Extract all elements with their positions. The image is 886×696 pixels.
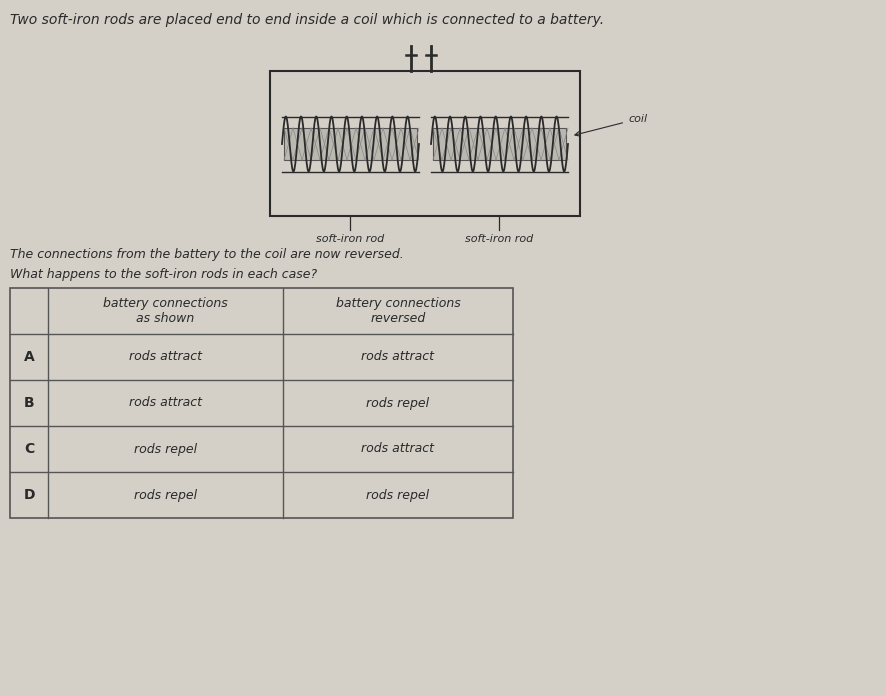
- Text: soft-iron rod: soft-iron rod: [465, 234, 533, 244]
- Bar: [270, 71, 580, 216]
- Text: The connections from the battery to the coil are now reversed.: The connections from the battery to the …: [10, 248, 404, 261]
- Text: B: B: [24, 396, 35, 410]
- Bar: [284, 128, 417, 160]
- Text: A: A: [24, 350, 35, 364]
- Text: soft-iron rod: soft-iron rod: [316, 234, 385, 244]
- Text: coil: coil: [575, 114, 647, 136]
- Bar: [10, 288, 513, 518]
- Text: rods repel: rods repel: [367, 397, 430, 409]
- Text: rods repel: rods repel: [134, 443, 197, 455]
- Text: rods repel: rods repel: [367, 489, 430, 502]
- Text: battery connections
reversed: battery connections reversed: [336, 297, 461, 325]
- Text: rods attract: rods attract: [129, 351, 202, 363]
- Text: rods attract: rods attract: [361, 351, 434, 363]
- Text: battery connections
as shown: battery connections as shown: [103, 297, 228, 325]
- Text: rods attract: rods attract: [129, 397, 202, 409]
- Text: Two soft-iron rods are placed end to end inside a coil which is connected to a b: Two soft-iron rods are placed end to end…: [10, 13, 604, 27]
- Text: D: D: [23, 488, 35, 502]
- Text: What happens to the soft-iron rods in each case?: What happens to the soft-iron rods in ea…: [10, 268, 317, 281]
- Text: C: C: [24, 442, 35, 456]
- Text: rods repel: rods repel: [134, 489, 197, 502]
- Bar: [433, 128, 566, 160]
- Text: rods attract: rods attract: [361, 443, 434, 455]
